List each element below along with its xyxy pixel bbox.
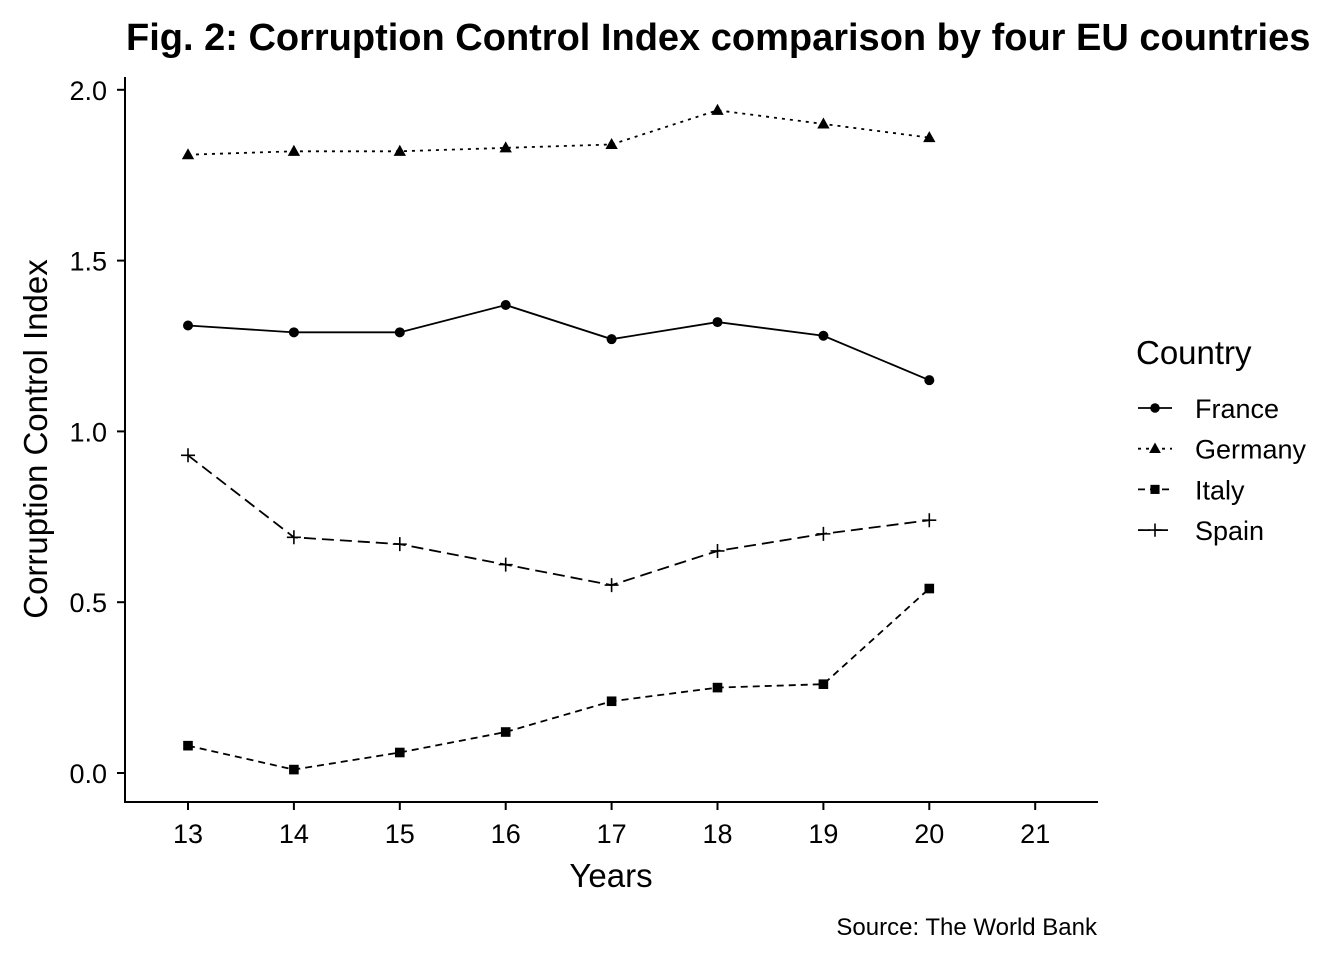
data-point-france [183,320,193,331]
series-spain [181,448,937,593]
legend-key-marker [1150,403,1160,413]
legend-title: Country [1136,334,1252,371]
legend-item-germany: Germany [1138,435,1307,465]
legend: Country France Germany Italy Spain [1136,334,1307,546]
data-point-germany [393,144,406,156]
x-tick-label: 17 [597,819,627,849]
x-axis-title: Years [569,857,652,894]
data-point-germany [923,131,936,143]
series-line-italy [187,587,930,771]
legend-items: France Germany Italy Spain [1138,394,1307,546]
series-germany [181,103,936,160]
data-point-spain [604,578,619,593]
x-tick-label: 21 [1020,819,1050,849]
source-caption: Source: The World Bank [836,914,1098,941]
data-point-italy [183,740,193,751]
series-line-spain [187,454,930,587]
legend-key-marker [1149,442,1161,454]
data-point-germany [711,103,724,115]
data-point-italy [395,747,405,758]
data-point-germany [817,117,830,129]
data-point-france [500,300,511,311]
x-tick-label: 14 [279,819,309,849]
series-layer [181,103,937,775]
x-tick-label: 18 [702,819,732,849]
legend-label: France [1195,394,1279,424]
data-point-italy [712,682,723,693]
data-point-italy [818,679,829,689]
data-point-france [606,334,617,345]
series-line-germany [187,109,930,156]
data-point-spain [181,448,195,463]
data-point-spain [392,537,407,552]
series-italy [183,583,935,775]
data-point-germany [499,141,512,153]
data-point-italy [500,727,511,737]
series-france [183,300,935,386]
y-tick-label: 1.5 [69,247,107,277]
legend-label: Spain [1195,516,1264,546]
y-axis-ticks: 0.0 0.5 1.0 1.5 2.0 [69,76,125,789]
data-point-france [712,317,723,328]
x-tick-label: 20 [914,819,944,849]
data-point-germany [287,144,301,156]
series-line-france [187,304,930,381]
y-tick-label: 1.0 [69,417,107,447]
data-point-spain [498,557,513,572]
data-point-spain [816,526,831,541]
data-point-italy [606,696,617,707]
data-point-france [394,327,405,338]
legend-key-marker [1150,484,1160,494]
legend-key-marker [1148,523,1162,537]
data-point-france [924,375,935,386]
x-tick-label: 16 [491,819,521,849]
legend-item-spain: Spain [1138,516,1264,546]
x-tick-label: 19 [808,819,838,849]
data-point-france [288,327,299,338]
y-tick-label: 0.0 [69,759,107,789]
data-point-italy [924,583,935,594]
legend-label: Germany [1195,435,1307,465]
legend-label: Italy [1195,475,1245,505]
y-tick-label: 0.5 [69,588,107,618]
y-axis-title: Corruption Control Index [17,259,54,619]
x-axis-ticks: 13 14 15 16 17 18 19 20 21 [173,802,1050,849]
legend-item-france: France [1138,394,1279,424]
data-point-spain [922,513,937,528]
x-tick-label: 13 [173,819,203,849]
data-point-france [818,330,829,341]
data-point-spain [710,543,725,558]
data-point-germany [605,137,618,150]
y-tick-label: 2.0 [69,76,107,106]
x-tick-label: 15 [385,819,415,849]
data-point-spain [286,530,301,545]
data-point-germany [181,148,195,160]
chart-title: Fig. 2: Corruption Control Index compari… [126,17,1310,59]
legend-item-italy: Italy [1138,475,1245,505]
data-point-italy [289,764,299,775]
